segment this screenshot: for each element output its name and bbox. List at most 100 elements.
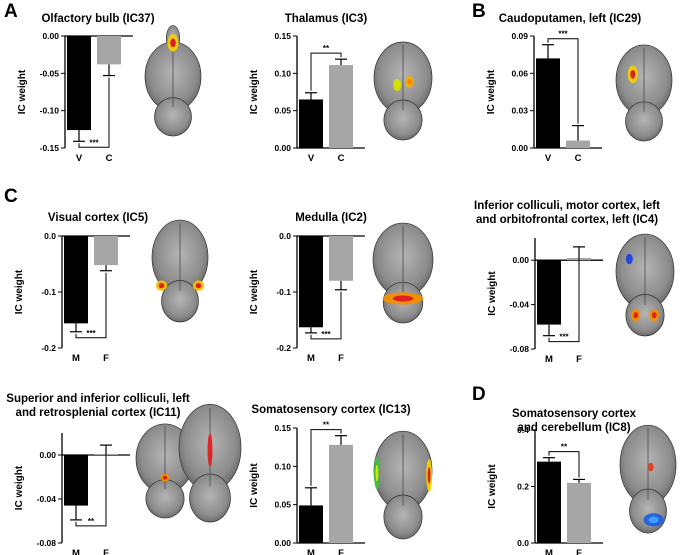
y-tick-label: 0.05	[274, 500, 291, 510]
category-label: F	[338, 353, 344, 364]
significance-label: **	[561, 443, 568, 452]
chart-title: and orbitofrontal cortex, left (IC4)	[476, 214, 658, 226]
activation-blob	[393, 79, 402, 91]
y-tick-label: -0.04	[510, 300, 530, 310]
activation-core	[170, 38, 176, 48]
chart-title: Somatosensory cortex (IC13)	[251, 404, 410, 416]
bar-M	[537, 461, 561, 543]
chart-c2: Thalamus (IC3) 0.00 0.05 0.10 0.15 IC weight V…	[249, 13, 367, 164]
y-tick-label: 0.15	[274, 31, 291, 41]
chart-c9: Somatosensory cortex and cerebellum (IC8)…	[487, 408, 637, 555]
significance-label: ***	[89, 138, 99, 147]
chart-title: Thalamus (IC3)	[285, 13, 368, 25]
panel-letter-b: B	[472, 1, 486, 22]
brain-cerebellum	[619, 424, 677, 534]
category-label: F	[103, 548, 109, 555]
y-tick-label: 0.10	[274, 68, 291, 78]
y-tick-label: -0.1	[41, 287, 56, 297]
category-label: C	[338, 153, 345, 164]
panel-letter-d: D	[472, 384, 486, 405]
y-tick-label: 0.00	[39, 450, 56, 460]
category-label: F	[103, 353, 109, 364]
significance-bracket	[310, 291, 342, 340]
chart-title: Caudoputamen, left (IC29)	[499, 13, 642, 25]
chart-title: Inferior colliculi, motor cortex, left	[474, 200, 660, 212]
y-axis-label: IC weight	[486, 69, 497, 114]
activation-blob	[648, 462, 654, 472]
y-tick-label: 0.10	[274, 461, 291, 471]
y-tick-label: 0.0	[279, 231, 291, 241]
brain-visual	[151, 219, 209, 323]
y-axis-label: IC weight	[249, 69, 260, 114]
y-tick-label: 0.15	[274, 423, 291, 433]
chart-c6: Inferior colliculi, motor cortex, left an…	[474, 200, 660, 365]
y-tick-label: 0.0	[44, 231, 56, 241]
y-tick-label: -0.1	[276, 287, 291, 297]
activation-core	[651, 312, 657, 319]
category-label: M	[72, 548, 80, 555]
category-label: C	[575, 153, 582, 164]
charts-layer: Olfactory bulb (IC37)-0.15-0.10-0.050.00…	[6, 13, 660, 555]
category-label: C	[106, 153, 113, 164]
brains-layer	[135, 25, 677, 540]
category-label: M	[307, 353, 315, 364]
y-tick-label: 0.05	[274, 106, 291, 116]
brain-colliculi	[615, 233, 675, 337]
activation-core	[407, 79, 412, 85]
significance-label: **	[323, 44, 330, 53]
y-tick-label: -0.08	[510, 344, 530, 354]
panel-letter-c: C	[4, 186, 18, 207]
bar-M	[64, 236, 88, 324]
category-label: F	[576, 548, 582, 555]
bar-V	[67, 36, 91, 131]
bar-M	[299, 236, 323, 328]
bar-C	[97, 36, 121, 65]
bar-C	[566, 140, 590, 148]
category-label: V	[76, 153, 83, 164]
category-label: M	[72, 353, 80, 364]
bar-F	[329, 236, 353, 281]
y-tick-label: 0.09	[511, 31, 528, 41]
significance-label: ***	[321, 330, 331, 339]
bar-F	[94, 236, 118, 266]
category-label: M	[545, 354, 553, 365]
y-tick-label: 0.4	[517, 425, 529, 435]
chart-title: and retrosplenial cortex (IC11)	[16, 407, 181, 419]
chart-c1: Olfactory bulb (IC37) -0.15 -0.10 -0.05 0.00…	[17, 13, 155, 164]
significance-bracket	[75, 447, 107, 527]
significance-bracket	[75, 272, 107, 339]
category-label: V	[545, 153, 552, 164]
significance-bracket	[78, 77, 110, 148]
bar-C	[329, 65, 353, 148]
activation-core	[375, 464, 379, 482]
category-label: F	[576, 354, 582, 365]
y-tick-label: -0.10	[40, 106, 60, 116]
chart-title: Olfactory bulb (IC37)	[41, 13, 154, 25]
activation-core	[633, 312, 639, 319]
bar-M	[537, 260, 561, 325]
chart-c3: Caudoputamen, left (IC29) 0.00 0.03 0.06 0.0…	[486, 13, 641, 164]
significance-label: **	[323, 421, 330, 430]
significance-bracket	[310, 429, 342, 486]
y-tick-label: 0.00	[42, 31, 59, 41]
y-tick-label: -0.08	[37, 538, 57, 548]
brain-olfactory	[144, 25, 202, 137]
y-tick-label: -0.04	[37, 494, 57, 504]
activation-core	[427, 466, 431, 484]
chart-c8: Somatosensory cortex (IC13) 0.00 0.05 0.10 0…	[249, 404, 411, 555]
activation-blob	[625, 253, 633, 265]
brain-medulla	[372, 222, 434, 324]
y-tick-label: 0.0	[517, 538, 529, 548]
activation-core	[648, 516, 659, 524]
chart-title: Medulla (IC2)	[295, 212, 367, 224]
bar-F	[329, 444, 353, 543]
y-axis-label: IC weight	[487, 464, 498, 509]
chart-c5: Medulla (IC2) -0.2 -0.1 0.0 IC weight M F ***	[249, 212, 367, 364]
significance-bracket	[548, 451, 580, 478]
significance-label: ***	[559, 333, 569, 342]
bar-V	[536, 58, 560, 148]
y-tick-label: -0.15	[40, 143, 60, 153]
activation-core	[392, 295, 414, 302]
activation-core	[158, 283, 165, 289]
